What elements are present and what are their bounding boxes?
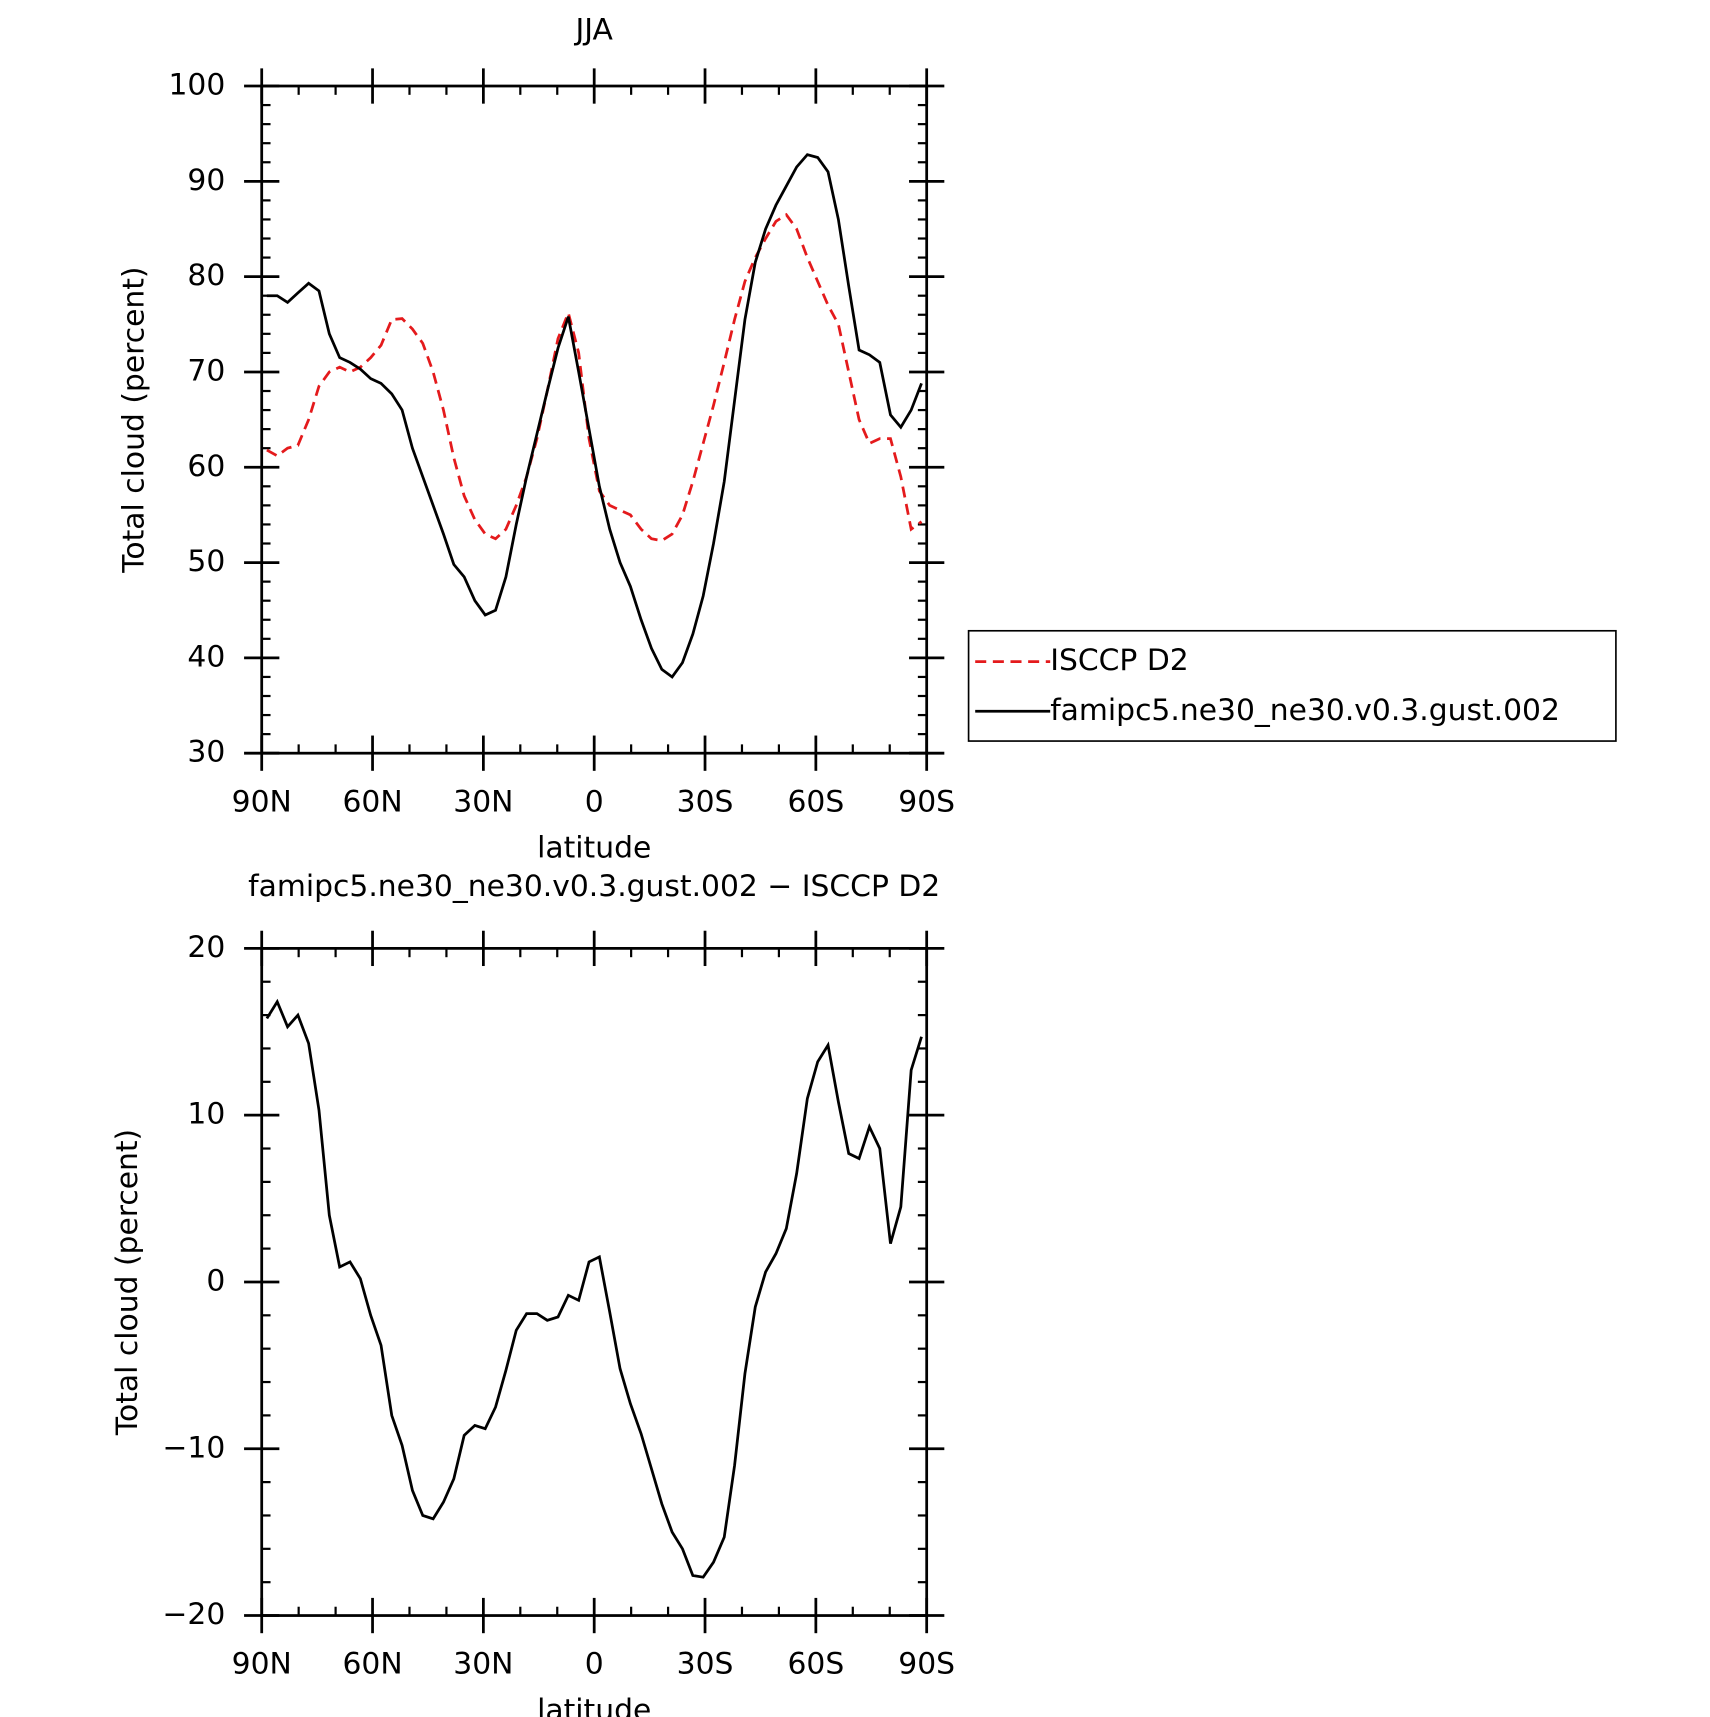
y-tick-label: 50 [187,544,225,579]
x-tick-label: 60S [787,784,844,819]
x-axis-label: latitude [537,1693,651,1717]
legend-label: ISCCP D2 [1050,643,1189,678]
y-tick-label: 20 [187,930,225,965]
series-line [265,998,923,1579]
x-tick-label: 60S [787,1647,844,1682]
x-tick-label: 30N [453,1647,513,1682]
chart-title: famipc5.ne30_ne30.v0.3.gust.002 − ISCCP … [248,869,940,904]
x-tick-label: 0 [585,1647,604,1682]
x-tick-label: 90N [232,1647,292,1682]
x-tick-label: 30S [677,1647,734,1682]
chart-title: JJA [573,12,613,47]
y-tick-label: 60 [187,449,225,484]
plot-frame [260,84,929,755]
legend-box [967,629,1617,742]
x-tick-label: 90S [898,1647,955,1682]
x-tick-label: 30N [453,784,513,819]
y-tick-label: 100 [168,68,225,103]
y-tick-label: −20 [162,1597,225,1632]
x-tick-label: 90S [898,784,955,819]
legend-label: famipc5.ne30_ne30.v0.3.gust.002 [1050,693,1560,728]
y-tick-label: 70 [187,353,225,388]
x-tick-label: 30S [677,784,734,819]
y-axis-label: Total cloud (percent) [110,1129,145,1436]
series-line [266,153,923,679]
x-axis-label: latitude [537,831,651,866]
x-tick-label: 60N [342,1647,402,1682]
y-tick-label: 90 [187,163,225,198]
x-tick-label: 60N [342,784,402,819]
y-tick-label: 0 [206,1263,225,1298]
series-line [266,212,923,543]
x-tick-label: 0 [585,784,604,819]
y-axis-label: Total cloud (percent) [116,266,151,573]
y-tick-label: 80 [187,258,225,293]
y-tick-label: 30 [187,735,225,770]
y-tick-label: −10 [162,1430,225,1465]
x-tick-label: 90N [232,784,292,819]
y-tick-label: 10 [187,1097,225,1132]
y-tick-label: 40 [187,639,225,674]
